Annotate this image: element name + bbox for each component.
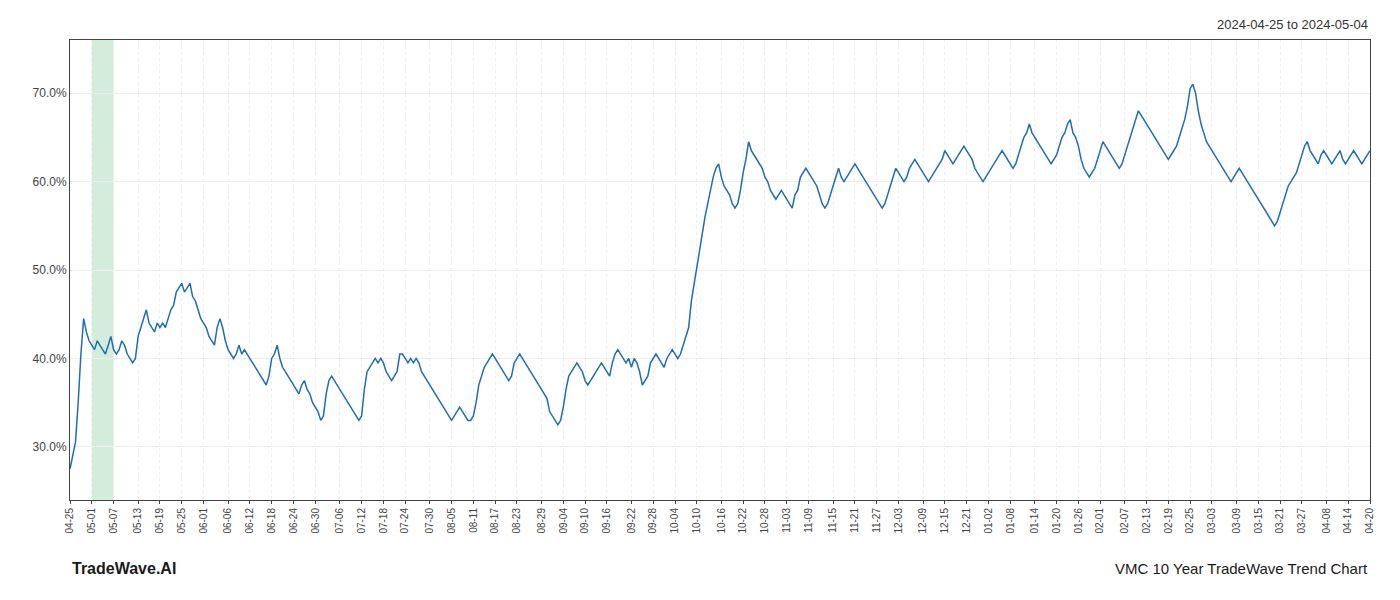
svg-text:VMC 10 Year TradeWave Trend Ch: VMC 10 Year TradeWave Trend Chart bbox=[1115, 560, 1368, 577]
svg-text:08-23: 08-23 bbox=[511, 508, 522, 534]
svg-text:70.0%: 70.0% bbox=[33, 86, 67, 100]
svg-text:02-25: 02-25 bbox=[1184, 508, 1195, 534]
svg-text:01-08: 01-08 bbox=[1005, 508, 1016, 534]
svg-text:2024-04-25 to 2024-05-04: 2024-04-25 to 2024-05-04 bbox=[1217, 17, 1368, 32]
svg-text:12-15: 12-15 bbox=[939, 508, 950, 534]
svg-text:50.0%: 50.0% bbox=[33, 263, 67, 277]
svg-text:11-27: 11-27 bbox=[871, 508, 882, 533]
svg-text:01-20: 01-20 bbox=[1051, 508, 1062, 534]
svg-text:09-22: 09-22 bbox=[626, 508, 637, 534]
svg-text:02-19: 02-19 bbox=[1163, 508, 1174, 534]
svg-text:03-27: 03-27 bbox=[1296, 508, 1307, 534]
svg-text:03-15: 03-15 bbox=[1253, 508, 1264, 534]
svg-text:11-21: 11-21 bbox=[849, 508, 860, 533]
svg-text:08-05: 08-05 bbox=[446, 508, 457, 534]
svg-text:05-25: 05-25 bbox=[176, 508, 187, 534]
svg-text:05-01: 05-01 bbox=[86, 508, 97, 534]
svg-text:60.0%: 60.0% bbox=[33, 175, 67, 189]
svg-text:09-28: 09-28 bbox=[647, 508, 658, 534]
svg-text:07-06: 07-06 bbox=[334, 508, 345, 534]
svg-text:07-30: 07-30 bbox=[424, 508, 435, 534]
svg-text:05-07: 05-07 bbox=[108, 508, 119, 534]
svg-text:10-28: 10-28 bbox=[759, 508, 770, 534]
svg-text:40.0%: 40.0% bbox=[33, 352, 67, 366]
svg-text:09-04: 09-04 bbox=[558, 508, 569, 534]
svg-text:12-21: 12-21 bbox=[961, 508, 972, 534]
svg-text:07-18: 07-18 bbox=[378, 508, 389, 534]
svg-text:02-13: 02-13 bbox=[1141, 508, 1152, 534]
svg-text:10-10: 10-10 bbox=[691, 508, 702, 534]
svg-text:12-09: 12-09 bbox=[917, 508, 928, 534]
svg-text:10-22: 10-22 bbox=[737, 508, 748, 534]
svg-text:04-25: 04-25 bbox=[64, 508, 75, 534]
svg-text:08-29: 08-29 bbox=[536, 508, 547, 534]
svg-text:02-07: 02-07 bbox=[1119, 508, 1130, 534]
svg-text:08-17: 08-17 bbox=[489, 508, 500, 534]
svg-text:08-11: 08-11 bbox=[468, 508, 479, 533]
svg-text:03-21: 03-21 bbox=[1274, 508, 1285, 534]
svg-text:11-09: 11-09 bbox=[803, 508, 814, 533]
svg-text:06-24: 06-24 bbox=[288, 508, 299, 534]
svg-text:03-03: 03-03 bbox=[1206, 508, 1217, 534]
svg-text:TradeWave.AI: TradeWave.AI bbox=[72, 560, 176, 577]
svg-text:06-18: 06-18 bbox=[266, 508, 277, 534]
svg-text:10-04: 10-04 bbox=[669, 508, 680, 534]
svg-text:09-10: 09-10 bbox=[579, 508, 590, 534]
svg-text:01-14: 01-14 bbox=[1029, 508, 1040, 534]
svg-text:06-01: 06-01 bbox=[198, 508, 209, 534]
svg-text:06-12: 06-12 bbox=[244, 508, 255, 534]
svg-text:07-12: 07-12 bbox=[356, 508, 367, 534]
svg-text:03-09: 03-09 bbox=[1231, 508, 1242, 534]
svg-text:06-06: 06-06 bbox=[222, 508, 233, 534]
svg-text:04-08: 04-08 bbox=[1321, 508, 1332, 534]
svg-text:07-24: 07-24 bbox=[399, 508, 410, 534]
svg-text:06-30: 06-30 bbox=[310, 508, 321, 534]
svg-text:04-14: 04-14 bbox=[1342, 508, 1353, 534]
svg-text:30.0%: 30.0% bbox=[33, 440, 67, 454]
svg-text:10-16: 10-16 bbox=[716, 508, 727, 534]
svg-text:04-20: 04-20 bbox=[1364, 508, 1375, 534]
svg-text:11-03: 11-03 bbox=[781, 508, 792, 533]
svg-text:12-03: 12-03 bbox=[893, 508, 904, 534]
svg-text:05-13: 05-13 bbox=[132, 508, 143, 534]
svg-text:02-01: 02-01 bbox=[1094, 508, 1105, 534]
svg-text:11-15: 11-15 bbox=[827, 508, 838, 533]
svg-text:01-02: 01-02 bbox=[983, 508, 994, 534]
svg-text:01-26: 01-26 bbox=[1073, 508, 1084, 534]
svg-text:05-19: 05-19 bbox=[154, 508, 165, 534]
svg-text:09-16: 09-16 bbox=[601, 508, 612, 534]
